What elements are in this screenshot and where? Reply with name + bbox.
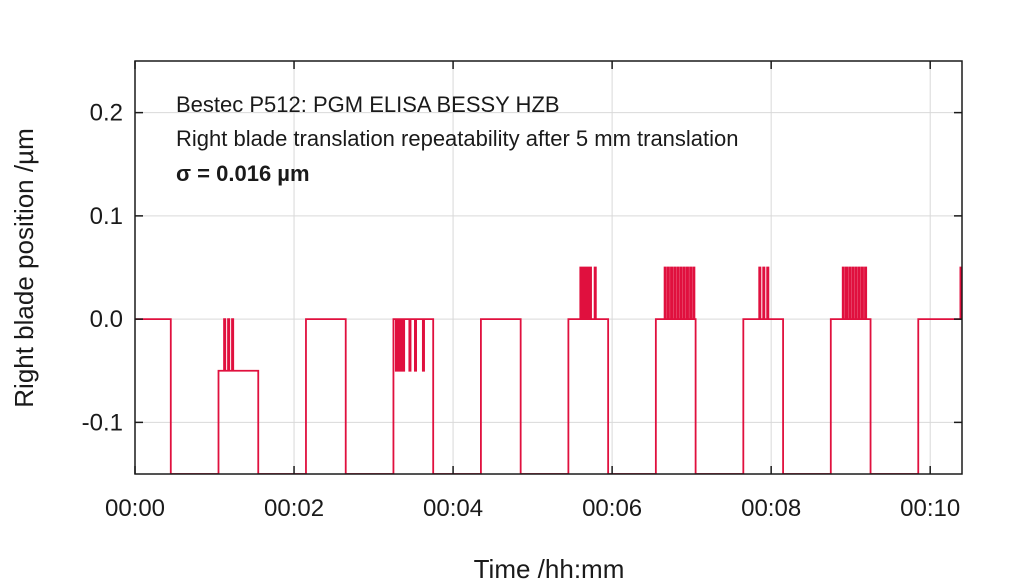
annotation-line-1: Bestec P512: PGM ELISA BESSY HZB — [176, 92, 560, 117]
y-tick-label: 0.0 — [90, 306, 123, 333]
grid-lines — [134, 61, 962, 474]
plot-frame — [134, 60, 963, 475]
y-axis-label: Right blade position /µm — [9, 128, 39, 407]
series-line — [135, 266, 962, 474]
y-tick-label: 0.1 — [90, 203, 123, 230]
annotation-line-2: Right blade translation repeatability af… — [176, 126, 739, 151]
x-tick-label: 00:08 — [741, 495, 801, 522]
axis-ticks: 00:00 00:02 00:04 00:06 00:08 00:10 0.2 0.1 0.0 -… — [82, 61, 962, 522]
annotation-sigma: σ = 0.016 µm — [176, 161, 310, 186]
chart-annotation: Bestec P512: PGM ELISA BESSY HZB Right b… — [176, 92, 739, 186]
y-tick-label: 0.2 — [90, 100, 123, 127]
x-tick-label: 00:00 — [105, 495, 165, 522]
x-axis-label: Time /hh:mm — [474, 554, 625, 584]
x-tick-label: 00:04 — [423, 495, 483, 522]
x-tick-label: 00:02 — [264, 495, 324, 522]
x-tick-label: 00:10 — [900, 495, 960, 522]
x-tick-label: 00:06 — [582, 495, 642, 522]
series-trace — [135, 266, 962, 474]
y-tick-label: -0.1 — [82, 409, 123, 436]
